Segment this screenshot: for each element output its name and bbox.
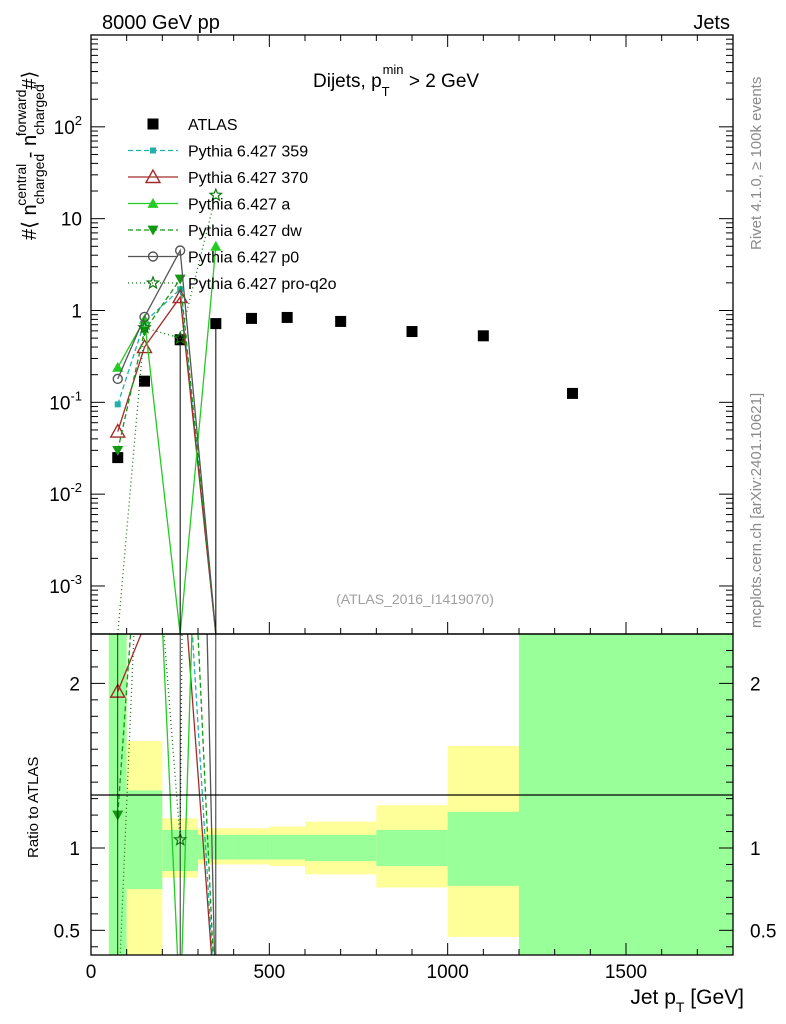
y-axis-label-ratio: Ratio to ATLAS bbox=[25, 757, 42, 858]
point-6-3 bbox=[208, 187, 224, 202]
legend-marker-6 bbox=[145, 275, 161, 290]
point-0-6 bbox=[335, 315, 347, 327]
legend-label-3: Pythia 6.427 a bbox=[188, 197, 290, 214]
point-4-0 bbox=[112, 445, 124, 456]
ratio-y-tick-label-left: 2 bbox=[69, 674, 80, 695]
point-6-1 bbox=[137, 320, 152, 334]
mcplots-citation-text: mcplots.cern.ch [arXiv:2401.10621] bbox=[748, 393, 765, 628]
ratio-y-tick-label-left: 1 bbox=[69, 839, 80, 860]
series-line-2 bbox=[117, 295, 217, 634]
series-line-3 bbox=[117, 246, 217, 634]
point-3-0 bbox=[112, 361, 124, 372]
legend-label-2: Pythia 6.427 370 bbox=[188, 170, 308, 187]
ratio-y-tick-label-right: 0.5 bbox=[750, 921, 776, 942]
legend: ATLAS Pythia 6.427 359 Pythia 6.427 370 Pyt… bbox=[128, 117, 337, 293]
point-0-4 bbox=[246, 312, 257, 324]
point-0-5 bbox=[281, 311, 293, 323]
axis-ticks bbox=[90, 35, 734, 955]
x-tick-label: 1000 bbox=[427, 962, 469, 983]
y-tick-label: 10-3 bbox=[49, 572, 82, 598]
legend-marker-2 bbox=[144, 168, 162, 184]
legend-marker-3 bbox=[147, 198, 159, 208]
y-axis-label-main: #⟨ nchargedcentral - nchargedforward#⟩ bbox=[13, 71, 47, 240]
axis-tick-labels: 0 500 1000 1500 10-3 10-2 10-1 1 10 102 0.5 0.5 1 1 2 2 bbox=[49, 113, 776, 983]
y-tick-label: 10-2 bbox=[49, 480, 82, 506]
x-tick-label: 0 bbox=[86, 962, 97, 983]
point-5-2 bbox=[174, 245, 186, 256]
legend-label-5: Pythia 6.427 p0 bbox=[188, 250, 299, 267]
legend-label-4: Pythia 6.427 dw bbox=[188, 223, 302, 240]
legend-marker-5 bbox=[147, 251, 159, 262]
ratio-y-tick-label-right: 1 bbox=[750, 839, 761, 860]
point-0-8 bbox=[477, 330, 489, 342]
x-axis-label: Jet pT [GeV] bbox=[630, 986, 744, 1015]
point-3-3 bbox=[210, 240, 222, 251]
point-0-0 bbox=[112, 452, 124, 464]
point-2-0 bbox=[109, 423, 126, 438]
header-right: Jets bbox=[693, 12, 730, 34]
y-tick-label: 10-1 bbox=[49, 388, 82, 414]
band-green-7 bbox=[376, 829, 448, 867]
y-tick-label: 1 bbox=[71, 301, 82, 322]
legend-marker-4 bbox=[147, 225, 159, 236]
band-green-5 bbox=[269, 834, 305, 860]
legend-marker-1 bbox=[150, 147, 156, 154]
y-tick-label: 102 bbox=[54, 113, 82, 139]
main-panel-series bbox=[109, 187, 578, 634]
legend-marker-0 bbox=[147, 118, 159, 130]
plot-title: Dijets, pTmin > 2 GeV bbox=[313, 62, 479, 99]
band-green-1 bbox=[126, 790, 163, 890]
x-tick-label: 1500 bbox=[605, 962, 647, 983]
legend-label-6: Pythia 6.427 pro-q2o bbox=[188, 276, 337, 293]
band-green-6 bbox=[305, 834, 377, 862]
header-left: 8000 GeV pp bbox=[102, 12, 220, 34]
ratio-y-tick-label-left: 0.5 bbox=[54, 921, 80, 942]
point-1-0 bbox=[114, 401, 121, 408]
band-green-8 bbox=[447, 811, 519, 886]
band-green-9 bbox=[519, 634, 733, 955]
legend-label-0: ATLAS bbox=[188, 117, 238, 134]
series-line-5 bbox=[117, 248, 217, 634]
series-line-4 bbox=[117, 277, 217, 634]
rivet-version-text: Rivet 4.1.0, ≥ 100k events bbox=[748, 77, 765, 250]
x-tick-label: 500 bbox=[253, 962, 285, 983]
point-0-9 bbox=[567, 387, 578, 399]
point-5-0 bbox=[112, 373, 123, 385]
band-green-4 bbox=[233, 834, 270, 860]
ratio-y-tick-label-right: 2 bbox=[750, 674, 761, 695]
point-0-7 bbox=[406, 326, 418, 338]
point-0-1 bbox=[139, 375, 150, 387]
y-tick-label: 10 bbox=[61, 210, 82, 231]
ratio-line-1 bbox=[117, 634, 213, 955]
point-2-2 bbox=[171, 288, 189, 304]
legend-label-1: Pythia 6.427 359 bbox=[188, 144, 308, 161]
analysis-watermark: (ATLAS_2016_I1419070) bbox=[336, 591, 494, 607]
